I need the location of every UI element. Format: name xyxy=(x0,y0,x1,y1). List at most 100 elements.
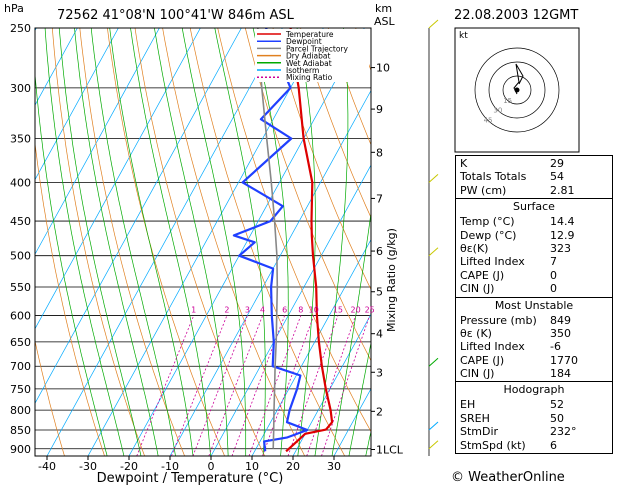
mixing-ratio-line xyxy=(321,315,371,456)
index-label: CIN (J) xyxy=(460,282,495,296)
series-temperature xyxy=(285,28,334,453)
isotherm-line xyxy=(210,164,371,456)
pressure-tick-label: 400 xyxy=(10,176,31,189)
wind-barb xyxy=(428,174,439,183)
km-tick-label: 7 xyxy=(376,192,383,205)
surface-block: Temp (°C) 14.4 Dewp (°C) 12.9 θε(K) 323 Lifted… xyxy=(456,214,612,296)
index-label: StmDir xyxy=(460,425,499,439)
mixing-ratio-line xyxy=(262,315,315,456)
index-row: CIN (J) 184 xyxy=(456,367,612,380)
index-label: K xyxy=(460,157,468,170)
index-value: 0 xyxy=(550,268,557,282)
index-row: Pressure (mb) 849 xyxy=(456,314,612,327)
legend-label: Dewpoint xyxy=(286,37,322,46)
mixing-ratio-label: 2 xyxy=(224,306,229,315)
wet-adiabat xyxy=(348,341,371,456)
index-label: EH xyxy=(460,398,476,412)
temp-tick-label: -20 xyxy=(120,460,138,473)
dry-adiabat xyxy=(134,28,266,456)
mixing-ratio-label: 20 xyxy=(351,306,361,315)
pressure-tick-label: 300 xyxy=(10,82,31,95)
mixing-ratio-label: 8 xyxy=(298,306,303,315)
surface-title: Surface xyxy=(456,198,612,214)
index-row: θε(K) 323 xyxy=(456,242,612,255)
mixing-ratio-label: 1 xyxy=(191,306,196,315)
index-value: 184 xyxy=(550,367,571,381)
pressure-tick-label: 450 xyxy=(10,215,31,228)
index-row: EH 52 xyxy=(456,398,612,411)
temp-tick-label: -10 xyxy=(161,460,179,473)
index-row: CIN (J) 0 xyxy=(456,282,612,295)
mixing-ratio-label: 4 xyxy=(260,306,265,315)
unstable-block: Pressure (mb) 849 θε (K) 350 Lifted Index -6 C… xyxy=(456,313,612,382)
wet-adiabat xyxy=(35,70,108,456)
index-label: Lifted Index xyxy=(460,340,525,354)
index-value: 29 xyxy=(550,157,564,170)
isotherm-line xyxy=(128,28,365,456)
index-row: CAPE (J) 0 xyxy=(456,269,612,282)
dry-adiabat xyxy=(189,28,346,456)
mixing-ratio-label: 15 xyxy=(333,306,343,315)
asl-unit-label: ASL xyxy=(374,15,396,28)
km-unit-label: km xyxy=(375,2,392,15)
pressure-unit-label: hPa xyxy=(4,2,24,15)
km-tick-label: 2 xyxy=(376,405,383,418)
index-value: 323 xyxy=(550,241,571,255)
wet-adiabat xyxy=(154,28,229,456)
index-row: StmSpd (kt) 6 xyxy=(456,439,612,452)
km-tick-label: 3 xyxy=(376,366,383,379)
isotherm-line xyxy=(292,313,371,456)
index-label: Totals Totals xyxy=(460,170,527,184)
index-value: 350 xyxy=(550,326,571,340)
plot-frame xyxy=(34,27,372,457)
mixing-ratio-label: 6 xyxy=(282,306,287,315)
mixing-ratio-label: 25 xyxy=(365,306,375,315)
index-value: 52 xyxy=(550,398,564,412)
mixing-ratio-line xyxy=(306,315,356,456)
mixing-ratio-line xyxy=(171,315,228,456)
index-row: Dewp (°C) 12.9 xyxy=(456,229,612,242)
mixing-ratio-label: 3 xyxy=(245,306,250,315)
hodograph-ring xyxy=(474,47,560,133)
legend-label: Mixing Ratio xyxy=(286,73,333,82)
dry-adiabat xyxy=(35,339,65,456)
temp-tick-label: -30 xyxy=(79,460,97,473)
indices-table: K 29 Totals Totals 54 PW (cm) 2.81 Surface Te… xyxy=(455,155,613,455)
temp-tick-label: -40 xyxy=(38,460,56,473)
dry-adiabat xyxy=(272,28,371,291)
temp-tick-label: 30 xyxy=(327,460,341,473)
dry-adiabat xyxy=(300,28,371,219)
dry-adiabat xyxy=(35,140,105,456)
legend-label: Isotherm xyxy=(286,66,319,75)
x-axis-label: Dewpoint / Temperature (°C) xyxy=(97,471,284,486)
index-row: Lifted Index 7 xyxy=(456,255,612,268)
index-label: CAPE (J) xyxy=(460,353,505,367)
wet-adiabat xyxy=(181,28,247,456)
datetime-label: 22.08.2003 12GMT xyxy=(454,8,578,23)
pressure-tick-label: 900 xyxy=(10,443,31,456)
index-value: 232° xyxy=(550,425,577,439)
dry-adiabat xyxy=(107,28,225,456)
legend-label: Wet Adiabat xyxy=(286,59,332,68)
station-title: 72562 41°08'N 100°41'W 846m ASL xyxy=(57,8,295,23)
series-parcel-trajectory xyxy=(257,28,279,449)
mixing-ratio-line xyxy=(136,315,195,456)
temp-tick-label: 0 xyxy=(208,460,215,473)
hodograph-ring xyxy=(502,75,532,105)
km-tick-label: 6 xyxy=(376,245,383,258)
index-value: 50 xyxy=(550,411,564,425)
index-row: CAPE (J) 1770 xyxy=(456,354,612,367)
index-label: SREH xyxy=(460,411,490,425)
isotherm-line xyxy=(35,28,119,181)
footer-credit: © WeatherOnline xyxy=(451,470,565,485)
temp-tick-label: 10 xyxy=(245,460,259,473)
wet-adiabat xyxy=(58,28,142,456)
hodograph-block: EH 52 SREH 50 StmDir 232° StmSpd (kt) 6 xyxy=(456,397,612,453)
pressure-tick-label: 800 xyxy=(10,404,31,417)
index-value: 54 xyxy=(550,170,564,184)
index-row: SREH 50 xyxy=(456,412,612,425)
wet-adiabat xyxy=(331,210,371,456)
